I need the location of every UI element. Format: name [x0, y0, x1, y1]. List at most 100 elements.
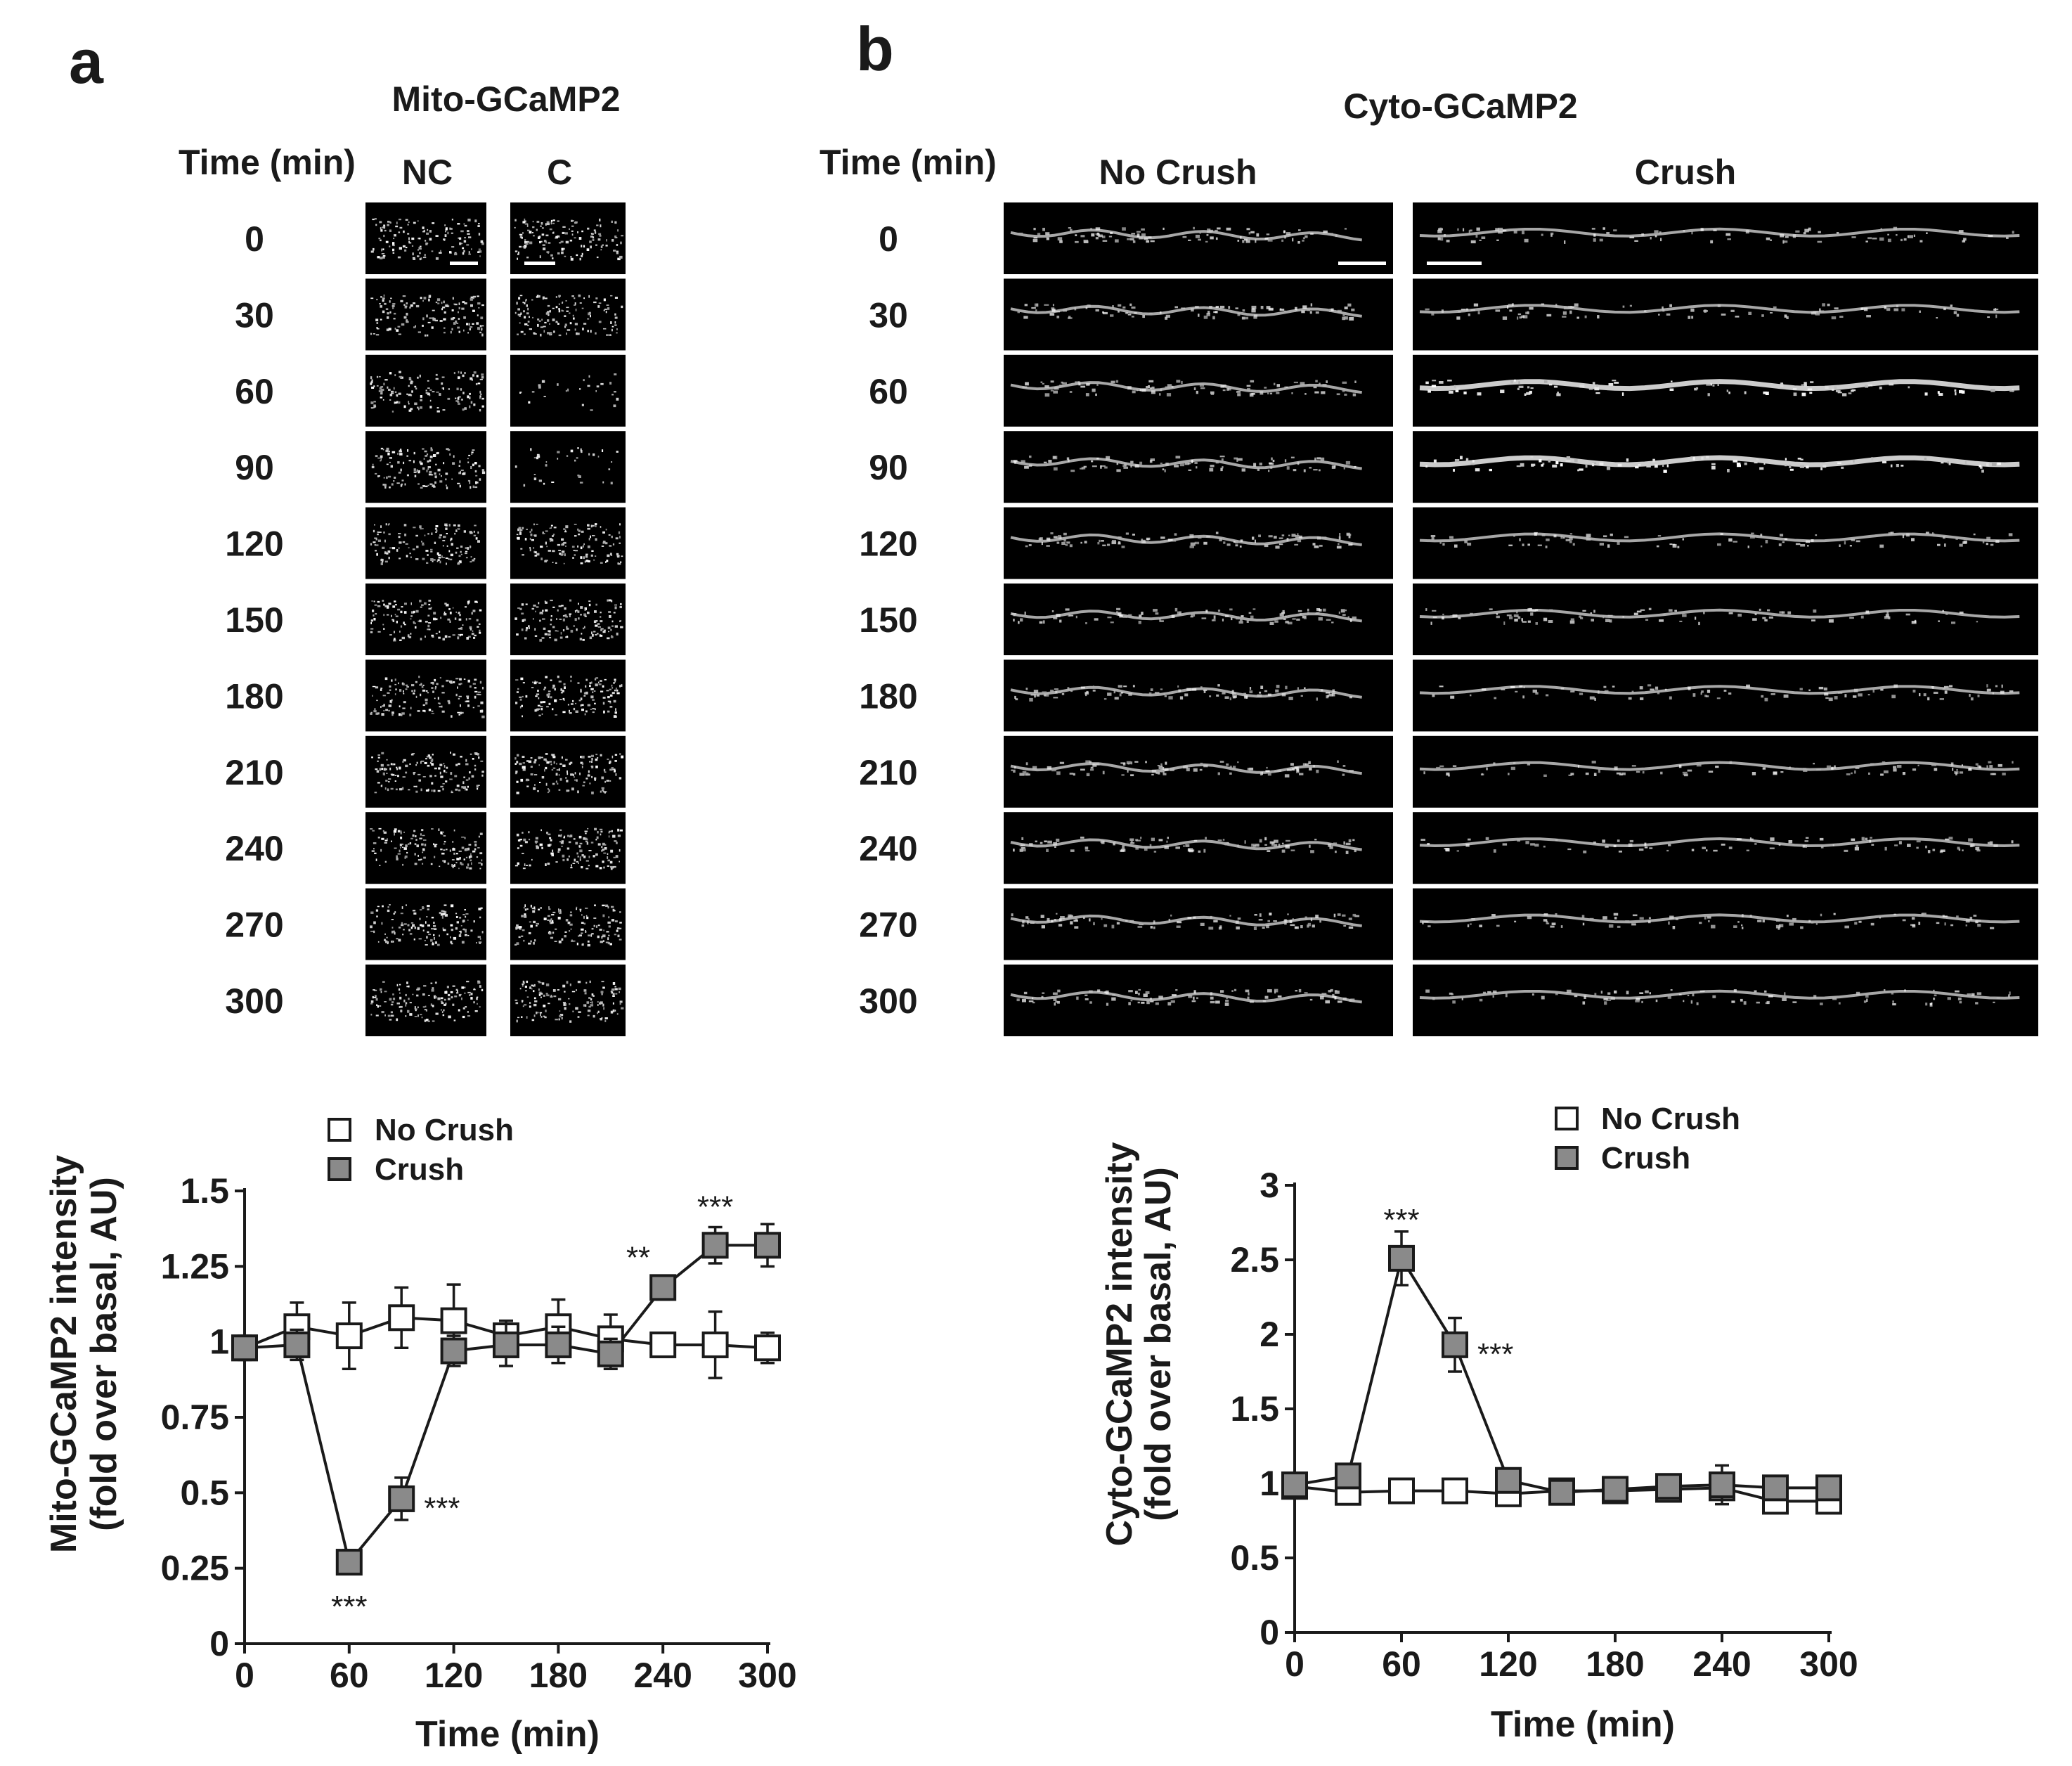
data-point-crush — [1281, 1471, 1308, 1499]
micrograph-a-c-120 — [510, 507, 626, 579]
x-tick-label: 180 — [529, 1656, 588, 1695]
micrograph-b-c-60 — [1413, 354, 2038, 427]
data-point-crush — [1388, 1244, 1415, 1272]
series-line-crush — [1294, 1254, 1829, 1494]
legend-b-no-crush-label: No Crush — [1601, 1102, 1740, 1136]
y-tick-label: 2 — [1260, 1315, 1279, 1354]
data-point-crush — [1495, 1467, 1522, 1494]
scale-bar — [524, 262, 555, 265]
y-tick-label: 1.5 — [180, 1171, 229, 1211]
x-tick-label: 0 — [1285, 1644, 1304, 1684]
legend-a-no-crush-marker — [328, 1118, 351, 1142]
x-tick-label: 60 — [330, 1656, 369, 1695]
data-point-crush — [231, 1334, 258, 1362]
micrograph-b-c-180 — [1413, 659, 2038, 732]
micrograph-a-c-270 — [510, 888, 626, 960]
micrograph-a-c-300 — [510, 965, 626, 1036]
panel-b-time-label: 300 — [859, 981, 917, 1021]
panel-a-time-label: 240 — [225, 829, 283, 868]
y-tick-label: 0 — [209, 1624, 229, 1663]
micrograph-b-c-30 — [1413, 278, 2038, 351]
panel-a-time-label: 120 — [225, 524, 283, 564]
y-tick-label: 0.5 — [1230, 1538, 1279, 1578]
panel-a-time-label: 300 — [225, 981, 283, 1021]
significance-marker: *** — [1383, 1203, 1419, 1237]
micrograph-b-nc-90 — [1004, 431, 1393, 503]
y-tick-label: 1.5 — [1230, 1389, 1279, 1429]
significance-marker: *** — [1477, 1337, 1513, 1372]
micrograph-a-c-30 — [510, 278, 626, 351]
panel-a-micrograph-grid: 0 30 60 90 120 150 180 210 240 270 300 — [225, 202, 626, 1036]
data-point-crush — [597, 1340, 624, 1367]
x-tick-label: 240 — [1692, 1644, 1751, 1684]
x-tick-label: 120 — [425, 1656, 483, 1695]
legend-b-crush-marker — [1555, 1146, 1579, 1170]
panel-b-time-label: 60 — [869, 372, 908, 411]
data-point-no-crush — [701, 1331, 729, 1358]
micrograph-b-c-150 — [1413, 584, 2038, 655]
panel-b-time-label: 180 — [859, 676, 917, 716]
y-tick-label: 0 — [1260, 1613, 1279, 1652]
panel-a-time-label: 0 — [245, 219, 264, 259]
data-point-no-crush — [754, 1334, 781, 1362]
data-point-no-crush — [388, 1304, 415, 1332]
scale-bar — [450, 262, 478, 265]
x-tick-label: 120 — [1479, 1644, 1537, 1684]
panel-b-letter: b — [856, 14, 894, 84]
micrograph-a-nc-0 — [365, 202, 486, 274]
data-point-crush — [335, 1549, 363, 1576]
panel-a-c-header: C — [547, 153, 572, 192]
micrograph-a-nc-180 — [365, 659, 486, 732]
chart-a-ylabel-line1: Mito-GCaMP2 intensity — [44, 1155, 84, 1553]
data-point-crush — [1815, 1474, 1842, 1502]
micrograph-b-nc-0 — [1004, 202, 1393, 274]
x-tick-label: 240 — [633, 1656, 692, 1695]
panel-a-letter: a — [69, 27, 104, 96]
data-point-crush — [754, 1232, 781, 1259]
panel-b-time-header: Time (min) — [820, 143, 997, 182]
micrograph-a-c-210 — [510, 735, 626, 808]
panel-a-time-label: 150 — [225, 600, 283, 640]
panel-b-title: Cyto-GCaMP2 — [1343, 86, 1577, 126]
legend-a-no-crush-label: No Crush — [375, 1113, 514, 1147]
micrograph-b-nc-210 — [1004, 735, 1393, 808]
panel-a-time-label: 30 — [235, 295, 274, 335]
data-point-no-crush — [335, 1322, 363, 1350]
data-point-crush — [545, 1331, 572, 1358]
panel-b-time-label: 150 — [859, 600, 917, 640]
micrograph-b-nc-240 — [1004, 812, 1393, 884]
series-line-crush — [244, 1244, 768, 1566]
data-point-no-crush — [649, 1331, 677, 1358]
micrograph-a-c-60 — [510, 354, 626, 427]
panel-a-time-label: 270 — [225, 905, 283, 945]
data-point-crush — [1548, 1478, 1575, 1506]
data-point-crush — [440, 1337, 467, 1365]
scale-bar — [1427, 262, 1482, 265]
panel-b-micrograph-grid: 0 30 60 90 120 150 180 210 240 270 300 — [859, 202, 2038, 1036]
micrograph-b-nc-30 — [1004, 278, 1393, 351]
significance-marker: *** — [331, 1590, 367, 1624]
micrograph-b-c-300 — [1413, 965, 2038, 1036]
micrograph-b-c-120 — [1413, 507, 2038, 579]
chart-mito: No Crush Crush Mito-GCaMP2 intensity (fo… — [44, 1113, 797, 1755]
micrograph-a-nc-300 — [365, 965, 486, 1036]
micrograph-a-c-150 — [510, 584, 626, 655]
data-point-crush — [388, 1485, 415, 1512]
panel-b-time-label: 240 — [859, 829, 917, 868]
y-tick-label: 1 — [209, 1322, 229, 1362]
data-point-crush — [1442, 1331, 1468, 1358]
panel-b-time-label: 270 — [859, 905, 917, 945]
significance-marker: *** — [424, 1491, 460, 1526]
data-point-crush — [1335, 1462, 1361, 1490]
legend-b-no-crush-marker — [1555, 1107, 1579, 1130]
panel-a-title: Mito-GCaMP2 — [392, 79, 621, 119]
micrograph-a-c-240 — [510, 812, 626, 884]
data-point-no-crush — [1388, 1477, 1415, 1504]
micrograph-b-nc-120 — [1004, 507, 1393, 579]
micrograph-a-nc-210 — [365, 735, 486, 808]
micrograph-a-nc-270 — [365, 888, 486, 960]
legend-b-crush-label: Crush — [1601, 1141, 1690, 1175]
panel-b-time-label: 210 — [859, 753, 917, 792]
data-point-crush — [649, 1274, 677, 1301]
chart-a-xlabel: Time (min) — [415, 1714, 600, 1755]
